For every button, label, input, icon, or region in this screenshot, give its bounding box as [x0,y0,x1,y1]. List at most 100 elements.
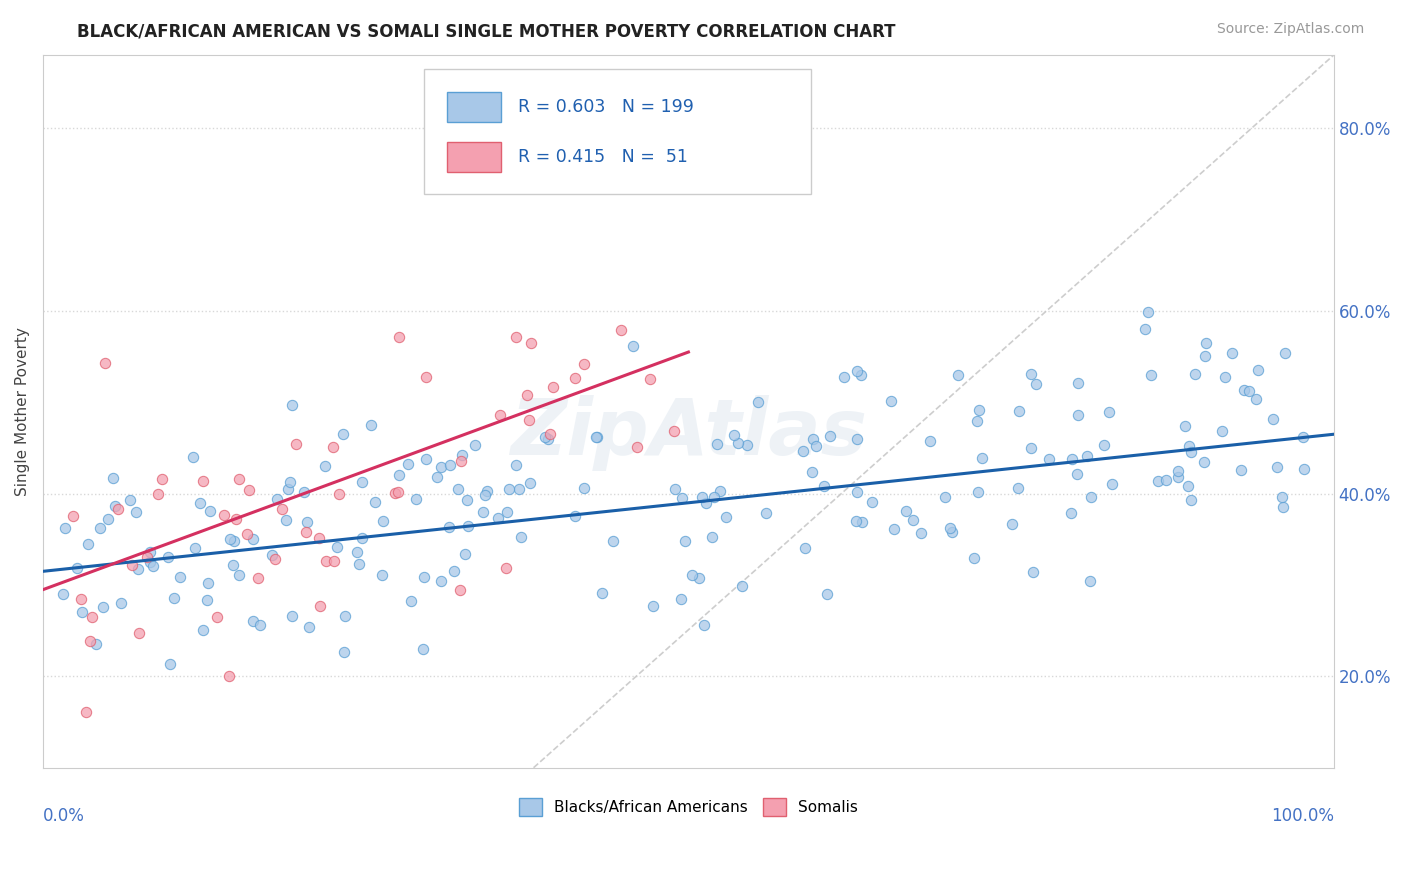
Point [541,380,564,394]
Point [238,483,260,497]
FancyBboxPatch shape [447,142,502,172]
Point [1177,478,1199,492]
Point [1167,464,1189,478]
Point [146,487,169,501]
Point [315,554,337,568]
Point [709,483,731,498]
Text: 0.0%: 0.0% [44,807,86,825]
Point [292,484,315,499]
Point [496,504,519,518]
Point [1237,384,1260,398]
Point [516,388,538,402]
Point [1229,463,1251,477]
Point [191,475,214,489]
Point [107,502,129,516]
Point [447,482,470,496]
Point [534,430,557,444]
Point [457,518,479,533]
Point [413,569,436,583]
Point [70,605,93,619]
Point [967,484,990,499]
Point [184,541,207,555]
Point [285,437,308,451]
Point [94,356,117,370]
Point [1022,566,1045,580]
Point [294,524,316,539]
Point [281,609,304,624]
Point [1244,392,1267,406]
Point [1025,376,1047,391]
Point [439,520,461,534]
Point [1174,419,1197,434]
Point [1184,367,1206,381]
Point [266,491,288,506]
Point [314,459,336,474]
Point [755,507,778,521]
Point [439,458,461,473]
Point [688,571,710,585]
Point [188,496,211,510]
Point [260,548,283,562]
Point [474,488,496,502]
Point [249,618,271,632]
Point [52,587,75,601]
Point [228,567,250,582]
Point [1019,441,1042,455]
Point [388,467,411,482]
Point [1291,430,1313,444]
Point [671,491,693,505]
Point [346,545,368,559]
Point [103,471,125,485]
Point [415,370,437,384]
Point [278,475,301,489]
Point [195,592,218,607]
Point [246,571,269,585]
Point [333,645,356,659]
Point [860,494,883,508]
Point [430,574,453,588]
Point [135,549,157,564]
Point [818,428,841,442]
Point [681,568,703,582]
Point [801,465,824,479]
Point [737,438,759,452]
Point [347,557,370,571]
Point [125,505,148,519]
Point [360,418,382,433]
Point [139,555,162,569]
Point [212,508,235,523]
Point [1038,451,1060,466]
Point [242,532,264,546]
Point [834,369,856,384]
Point [1066,467,1088,481]
Point [815,587,838,601]
Point [264,552,287,566]
Point [1271,500,1294,514]
Point [690,490,713,504]
Point [205,610,228,624]
Point [1211,424,1233,438]
Point [851,515,873,529]
Point [218,669,240,683]
Point [849,368,872,382]
Point [236,527,259,541]
Point [150,472,173,486]
Point [669,592,692,607]
Point [97,511,120,525]
Point [271,501,294,516]
Point [1007,481,1029,495]
Point [297,619,319,633]
Point [159,657,181,672]
Point [1263,412,1285,426]
Point [1147,474,1170,488]
Point [200,504,222,518]
Point [941,524,963,539]
Text: BLACK/AFRICAN AMERICAN VS SOMALI SINGLE MOTHER POVERTY CORRELATION CHART: BLACK/AFRICAN AMERICAN VS SOMALI SINGLE … [77,22,896,40]
Point [121,558,143,573]
Point [495,561,517,575]
Point [901,513,924,527]
Point [664,482,686,496]
Point [963,551,986,566]
Point [191,623,214,637]
Point [1215,370,1237,384]
